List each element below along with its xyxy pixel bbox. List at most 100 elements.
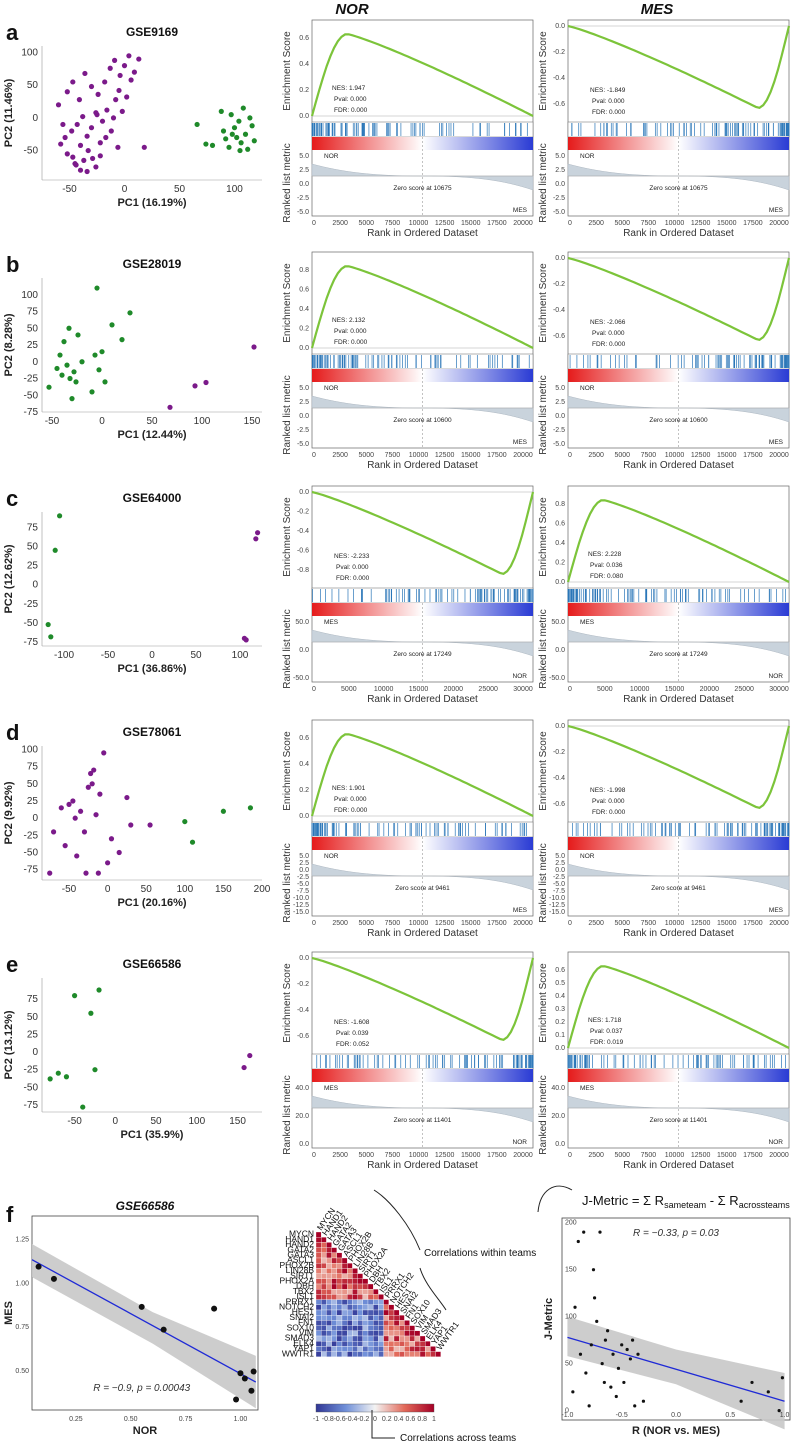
rl-tick-label: 0.0 [299, 181, 309, 188]
rl-tick-label: 20.0 [551, 1113, 565, 1120]
pca-point-purple [74, 121, 80, 128]
jmetric-point [739, 1399, 743, 1403]
rank-tick-label: 20000 [769, 1152, 789, 1159]
rl-tick-label: -7.5 [553, 888, 565, 895]
pca-point-green [231, 125, 238, 131]
heatmap-cell [367, 1330, 374, 1337]
rank-axis-label: Rank in Ordered Dataset [623, 228, 734, 239]
heatmap-cell [331, 1273, 337, 1279]
heatmap-cell [321, 1289, 327, 1295]
heatmap-cell [331, 1335, 337, 1342]
fdr-text: FDR: 0.000 [336, 575, 370, 582]
jmetric-point [636, 1352, 640, 1356]
heatmap-cell [352, 1283, 358, 1290]
rl-tick-label: 5.0 [555, 853, 565, 860]
zero-score-text: Zero score at 9461 [395, 885, 450, 892]
jmetric-title-sub1: sameteam [664, 1200, 706, 1210]
row-gene-label: YAP1 [293, 1343, 314, 1353]
y-tick-label: -50 [24, 390, 39, 401]
top-phenotype-label: NOR [324, 385, 339, 392]
heatmap-cell [315, 1278, 322, 1285]
rank-tick-label: 15000 [461, 920, 481, 927]
heatmap-cell [383, 1330, 389, 1337]
heatmap-cell [362, 1289, 369, 1295]
heatmap-cell [331, 1351, 337, 1357]
within-teams-annotation: Correlations within teams [424, 1248, 536, 1259]
y-tick-label: -50 [24, 146, 39, 157]
x-tick-label: 50 [146, 416, 158, 427]
heatmap-cell [399, 1341, 405, 1347]
rank-tick-label: 5000 [358, 920, 374, 927]
jmetric-point [633, 1404, 637, 1408]
heatmap-cell [315, 1247, 322, 1253]
jmetric-scatter: J-Metric = Σ Rsameteam - Σ Racrossteams-… [537, 1185, 791, 1437]
heatmap-cell [336, 1268, 343, 1274]
panel-letter: a [6, 20, 19, 45]
y-tick-label: 0 [32, 580, 38, 591]
y-tick-label: -25 [24, 1065, 39, 1076]
heatmap-cell [331, 1299, 337, 1305]
heatmap-cell [378, 1320, 384, 1326]
hit-bar [311, 587, 534, 604]
pca-point-green [54, 365, 60, 372]
ranking-gradient [568, 837, 789, 850]
heatmap-cell [326, 1351, 332, 1357]
heatmap-cell [352, 1320, 358, 1326]
heatmap-cell [321, 1304, 327, 1311]
heatmap-cell [414, 1346, 421, 1352]
heatmap-cell [435, 1351, 441, 1357]
heatmap-cell [347, 1278, 353, 1285]
pca-plot-b: b GSE28019 -50 0 50 100 150 -75 -50 -25 0 25 50 75 100… [3, 252, 262, 441]
y-axis-label: PC2 (13.12%) [3, 1010, 15, 1079]
heatmap-cell [326, 1257, 332, 1264]
heatmap-cell [399, 1351, 405, 1357]
rank-tick-label: 10000 [374, 686, 394, 693]
within-arrow-bottom [419, 1267, 447, 1311]
heatmap-cell [362, 1330, 369, 1337]
zero-score-text: Zero score at 10675 [393, 185, 452, 192]
pca-title: GSE28019 [123, 257, 182, 271]
es-tick-label: -0.2 [297, 508, 309, 515]
scatter-point [211, 1305, 218, 1312]
y-tick-label: 100 [21, 48, 38, 59]
rank-tick-label: 7500 [385, 220, 401, 227]
nes-text: NES: -1.998 [590, 787, 626, 794]
heatmap-cell [336, 1330, 343, 1337]
rank-axis-label: Rank in Ordered Dataset [623, 460, 734, 471]
row-gene-label: HES1 [292, 1307, 314, 1317]
jmetric-point [578, 1352, 583, 1356]
hit-bar [311, 353, 534, 370]
y-tick-label: 100 [21, 290, 38, 301]
pca-point-purple [131, 69, 137, 75]
x-tick-label: -1.0 [561, 1412, 573, 1419]
pca-point-purple [85, 147, 91, 154]
panel-letter: d [6, 720, 19, 745]
heatmap-cell [357, 1309, 363, 1316]
gsea-frame [567, 251, 790, 449]
heatmap-cell [393, 1346, 400, 1352]
gsea-plot-mes-c: NES: 2.228 Pval: 0.036 FDR: 0.080 0.0 0.2 0.4… [538, 485, 790, 705]
x-tick-label: 1.00 [234, 1416, 248, 1423]
pca-point-green [203, 141, 209, 147]
pca-point-purple [97, 140, 103, 146]
pca-point-purple [97, 791, 103, 797]
heatmap-cell [388, 1320, 395, 1326]
x-tick-label: 0.75 [179, 1416, 193, 1423]
scatter-stat: R = −0.9, p = 0.00043 [93, 1383, 190, 1394]
es-curve [311, 490, 535, 575]
y-tick-label: -75 [24, 407, 39, 418]
rank-tick-label: 10000 [409, 452, 429, 459]
rl-tick-label: 5.0 [555, 385, 565, 392]
heatmap-cell [326, 1299, 332, 1305]
jmetric-title-mid: - Σ R [706, 1193, 739, 1208]
rank-axis-label: Rank in Ordered Dataset [623, 694, 734, 705]
y-tick-label: -25 [24, 374, 39, 385]
row-gene-label: WWTR1 [282, 1348, 314, 1358]
x-tick-label: 0 [122, 184, 128, 195]
y-tick-label: 200 [565, 1220, 577, 1227]
x-tick-label: 100 [194, 416, 211, 427]
rl-tick-label: 5.0 [299, 153, 309, 160]
heatmap-cell [362, 1309, 369, 1316]
heatmap-cell [352, 1309, 358, 1316]
y-tick-label: 50 [27, 541, 39, 552]
